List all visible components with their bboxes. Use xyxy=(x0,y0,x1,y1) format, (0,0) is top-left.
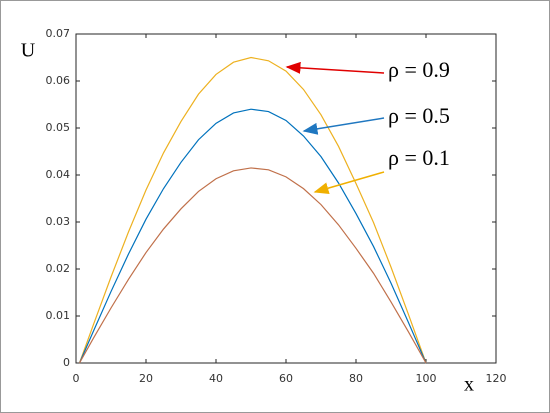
y-tick-label: 0.07 xyxy=(46,27,71,40)
y-tick-label: 0.01 xyxy=(46,309,71,322)
annotation: ρ = 0.1 xyxy=(388,145,450,170)
x-tick-label: 0 xyxy=(73,372,80,385)
x-axis-label: x xyxy=(464,374,474,396)
x-tick-label: 80 xyxy=(349,372,363,385)
y-axis-label: U xyxy=(21,40,36,62)
plot-area xyxy=(75,33,497,364)
annotation: ρ = 0.9 xyxy=(388,57,450,82)
y-tick-label: 0.06 xyxy=(46,74,71,87)
y-tick-label: 0 xyxy=(63,356,70,369)
x-tick-label: 60 xyxy=(279,372,293,385)
y-tick-label: 0.05 xyxy=(46,121,71,134)
annotation-arrow xyxy=(285,61,385,74)
line xyxy=(78,167,427,364)
x-tick-label: 100 xyxy=(416,372,437,385)
x-tick-label: 20 xyxy=(139,372,153,385)
x-tick-label: 40 xyxy=(209,372,223,385)
line xyxy=(78,108,427,364)
annotation-arrow xyxy=(313,171,385,195)
line xyxy=(78,56,427,364)
annotation-arrow xyxy=(302,117,385,135)
annotation: ρ = 0.5 xyxy=(388,103,450,128)
y-tick-label: 0.03 xyxy=(46,215,71,228)
y-tick-label: 0.02 xyxy=(46,262,71,275)
x-tick-label: 120 xyxy=(486,372,507,385)
y-tick-label: 0.04 xyxy=(46,168,71,181)
